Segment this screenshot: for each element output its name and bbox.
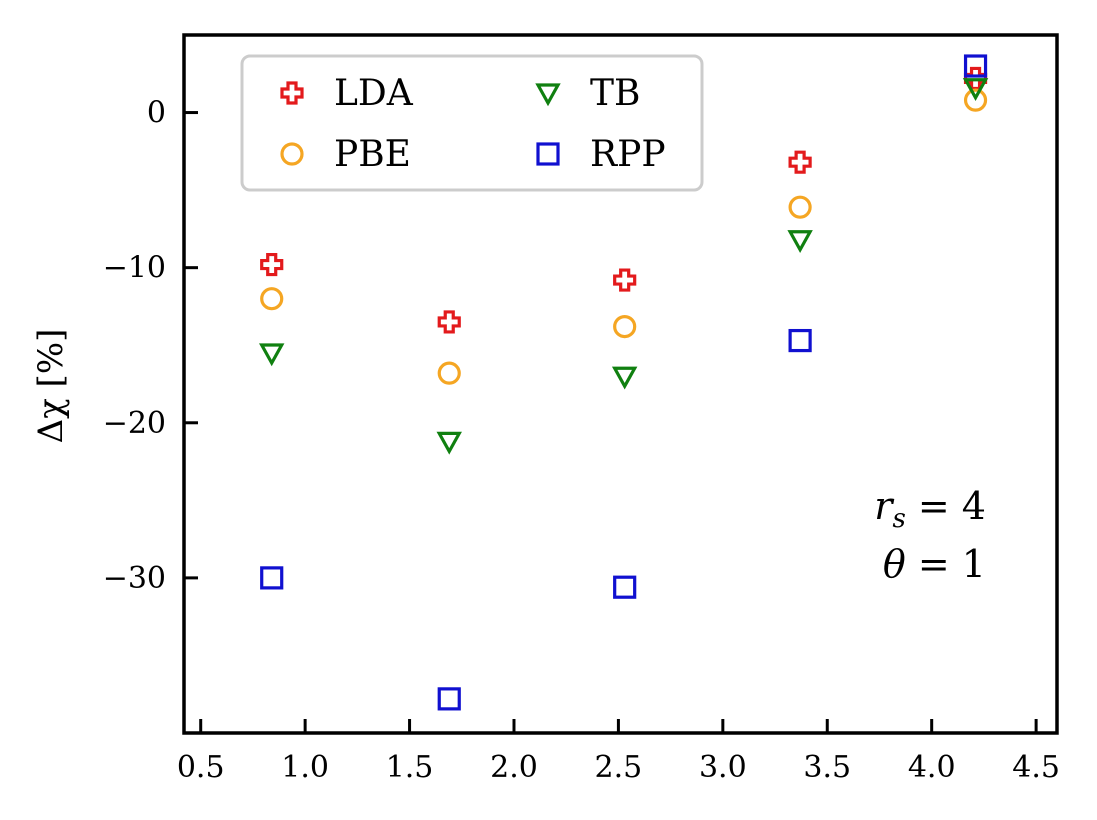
point-tb	[787, 230, 813, 254]
legend-marker-pbe	[280, 142, 304, 166]
legend-marker-tb	[535, 83, 561, 107]
x-tick-label: 0.5	[177, 750, 225, 785]
point-pbe	[613, 315, 637, 339]
point-tb	[436, 431, 462, 455]
point-lda	[260, 252, 284, 277]
point-pbe	[963, 88, 988, 112]
point-pbe	[437, 361, 461, 385]
y-axis-label: Δχ [%]	[31, 329, 71, 444]
point-tb	[962, 78, 989, 102]
point-pbe	[788, 195, 812, 219]
x-tick-label: 4.0	[908, 750, 956, 785]
point-rpp	[613, 575, 637, 599]
x-tick-label: 2.0	[490, 750, 538, 785]
point-rpp	[788, 328, 812, 353]
annotation-theta: θ = 1	[883, 542, 986, 586]
point-lda	[788, 150, 812, 174]
x-tick-label: 4.5	[1012, 750, 1060, 785]
x-tick-label: 3.0	[699, 750, 747, 785]
point-tb	[611, 366, 638, 390]
legend-label-pbe: PBE	[334, 134, 411, 175]
y-tick-label: −20	[103, 406, 166, 441]
legend-label-rpp: RPP	[590, 134, 666, 175]
series-pbe	[260, 88, 988, 385]
legend-marker-lda	[280, 81, 304, 105]
point-pbe	[260, 287, 284, 311]
y-tick-label: 0	[147, 96, 166, 131]
legend-label-tb: TB	[590, 73, 640, 114]
series-rpp	[260, 54, 988, 711]
x-tick-label: 1.0	[281, 750, 329, 785]
point-rpp	[963, 54, 988, 78]
point-lda	[437, 310, 461, 334]
series-tb	[258, 78, 989, 455]
point-tb	[258, 343, 285, 367]
x-tick-label: 3.5	[803, 750, 851, 785]
data-marks	[258, 54, 989, 711]
axis-ticks: 0.5 1.0 1.5 2.0 2.5 3.0 3.5 4.0 4.5 0 −10 −20 −30	[103, 96, 1060, 785]
point-lda	[613, 268, 637, 292]
legend-box	[240, 54, 704, 192]
y-tick-label: −30	[103, 561, 166, 596]
point-rpp	[437, 687, 461, 711]
legend-marker-rpp	[536, 142, 560, 166]
plot-frame	[182, 33, 1059, 735]
x-tick-label: 2.5	[595, 750, 643, 785]
legend: LDA PBE TB RPP	[240, 54, 704, 192]
point-rpp	[260, 566, 284, 590]
legend-label-lda: LDA	[334, 73, 414, 114]
y-tick-label: −10	[103, 251, 166, 286]
x-tick-label: 1.5	[386, 750, 434, 785]
annotation-rs: rs = 4	[874, 484, 986, 534]
